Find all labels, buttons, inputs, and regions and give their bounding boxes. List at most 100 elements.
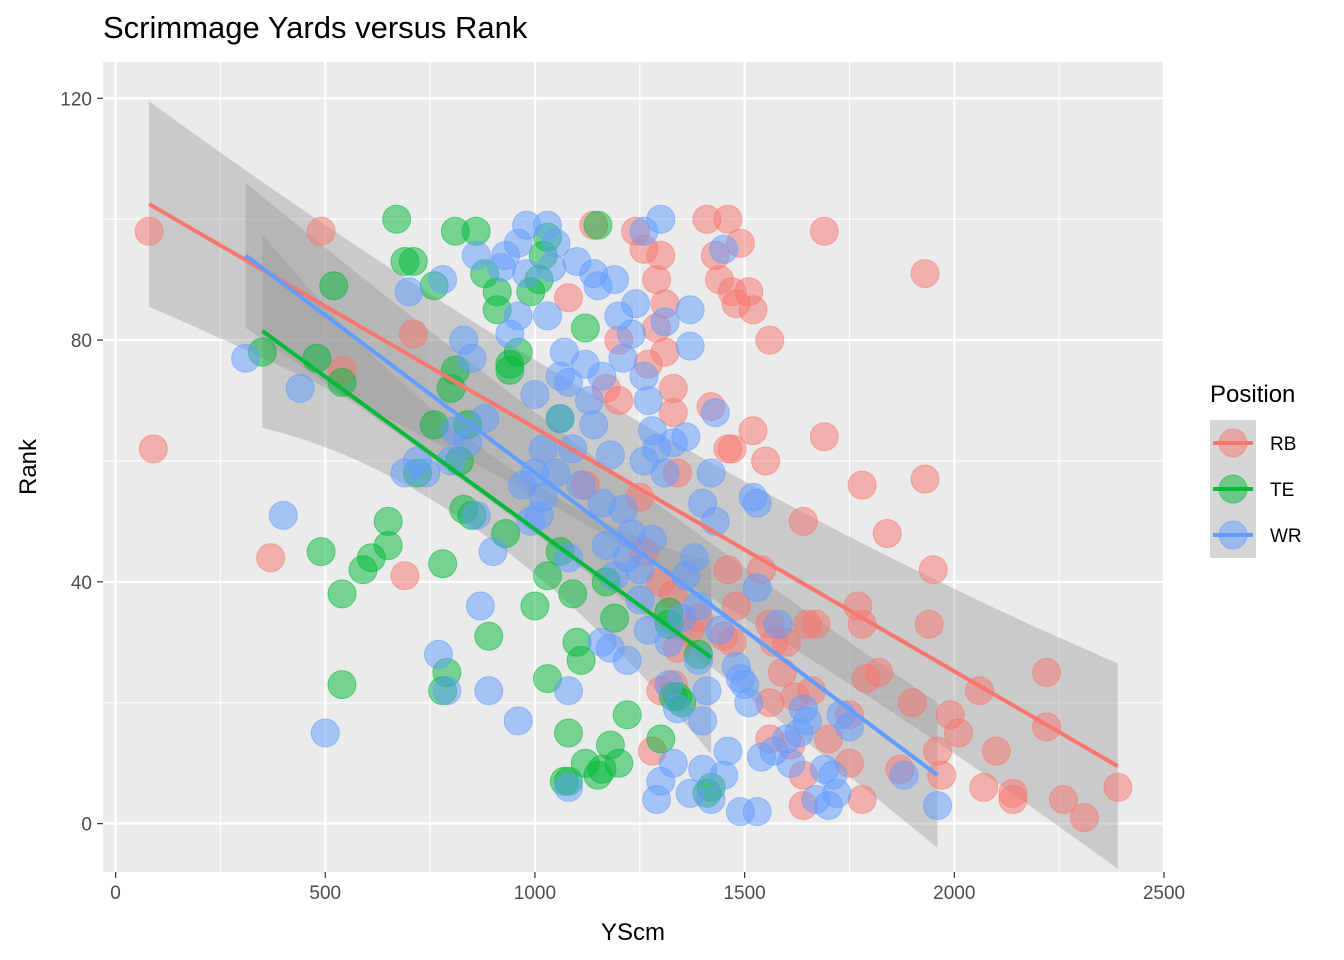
point-rb xyxy=(604,386,634,415)
point-te xyxy=(520,591,550,621)
point-rb xyxy=(751,446,781,476)
point-wr xyxy=(579,410,609,440)
point-rb xyxy=(809,216,839,246)
point-wr xyxy=(503,301,533,331)
point-te xyxy=(327,579,357,609)
point-wr xyxy=(663,694,692,724)
legend-label-te: TE xyxy=(1270,480,1294,501)
fit-line-te xyxy=(261,329,713,660)
point-wr xyxy=(528,482,558,512)
point-wr xyxy=(575,386,604,415)
point-wr xyxy=(411,458,441,488)
point-wr xyxy=(554,367,583,397)
legend-label-rb: RB xyxy=(1270,434,1296,455)
point-wr xyxy=(696,458,726,488)
legend: Position RB TE WR xyxy=(1210,381,1302,558)
point-rb xyxy=(927,760,957,790)
point-wr xyxy=(675,331,705,361)
point-rb xyxy=(788,506,818,536)
point-rb xyxy=(134,216,164,246)
point-wr xyxy=(554,676,583,706)
point-wr xyxy=(658,748,688,778)
point-rb xyxy=(306,216,336,246)
point-rb xyxy=(981,736,1011,766)
point-rb xyxy=(767,658,797,687)
point-wr xyxy=(545,404,575,434)
point-wr xyxy=(503,706,533,736)
x-tick-label: 1000 xyxy=(514,883,556,904)
point-wr xyxy=(700,398,730,428)
point-rb xyxy=(847,785,877,814)
point-te xyxy=(327,670,357,700)
point-wr xyxy=(763,609,793,639)
point-rb xyxy=(138,434,168,464)
regression-lines xyxy=(148,202,1119,777)
point-wr xyxy=(465,591,495,621)
point-wr xyxy=(231,343,261,373)
point-rb xyxy=(872,519,902,548)
point-te xyxy=(570,313,600,343)
point-wr xyxy=(595,440,625,470)
point-te xyxy=(554,718,583,748)
point-rb xyxy=(801,609,831,639)
point-wr xyxy=(705,615,734,645)
y-axis-title: Rank xyxy=(15,438,42,495)
point-rb xyxy=(554,283,583,313)
point-wr xyxy=(566,470,596,500)
point-wr xyxy=(709,234,739,264)
point-wr xyxy=(600,265,630,295)
point-rb xyxy=(809,422,839,452)
point-wr xyxy=(512,259,542,289)
point-rb xyxy=(910,464,940,494)
point-wr xyxy=(709,760,739,790)
point-wr xyxy=(671,422,701,452)
y-tick-label: 0 xyxy=(81,815,92,836)
point-rb xyxy=(738,295,768,325)
point-wr xyxy=(633,615,663,645)
point-wr xyxy=(629,361,659,391)
y-tick-label: 80 xyxy=(71,331,92,352)
point-wr xyxy=(453,428,483,458)
point-rb xyxy=(398,319,428,349)
x-axis-title: YScm xyxy=(601,919,665,946)
point-wr xyxy=(461,240,491,270)
point-wr xyxy=(587,361,617,391)
point-wr xyxy=(734,688,764,718)
axes: 0 500 1000 1500 2000 2500 0 40 80 120 xyxy=(60,89,1185,904)
point-wr xyxy=(776,748,806,778)
point-rb xyxy=(897,688,927,718)
point-rb xyxy=(1048,785,1078,814)
point-te xyxy=(302,343,332,373)
point-te xyxy=(646,724,676,754)
point-rb xyxy=(717,434,747,464)
point-wr xyxy=(637,525,667,554)
point-wr xyxy=(424,639,453,669)
point-wr xyxy=(554,772,583,802)
point-wr xyxy=(285,373,315,403)
point-te xyxy=(319,271,349,301)
y-tick-label: 40 xyxy=(71,573,92,594)
point-wr xyxy=(612,645,642,675)
point-wr xyxy=(541,228,571,258)
point-wr xyxy=(675,295,705,325)
point-te xyxy=(482,277,512,307)
legend-title: Position xyxy=(1210,381,1295,408)
point-rb xyxy=(650,337,680,367)
point-wr xyxy=(889,760,919,790)
point-te xyxy=(398,247,428,276)
point-wr xyxy=(428,265,458,295)
point-wr xyxy=(835,712,864,742)
point-wr xyxy=(533,301,562,331)
point-wr xyxy=(436,446,466,476)
point-te xyxy=(373,531,403,561)
point-te xyxy=(428,549,458,579)
point-rb xyxy=(646,240,676,270)
point-wr xyxy=(822,778,852,808)
point-te xyxy=(600,603,630,633)
point-rb xyxy=(914,609,944,639)
point-rb xyxy=(910,259,940,289)
point-te xyxy=(474,621,504,651)
point-wr xyxy=(742,797,772,827)
point-te xyxy=(612,700,642,730)
